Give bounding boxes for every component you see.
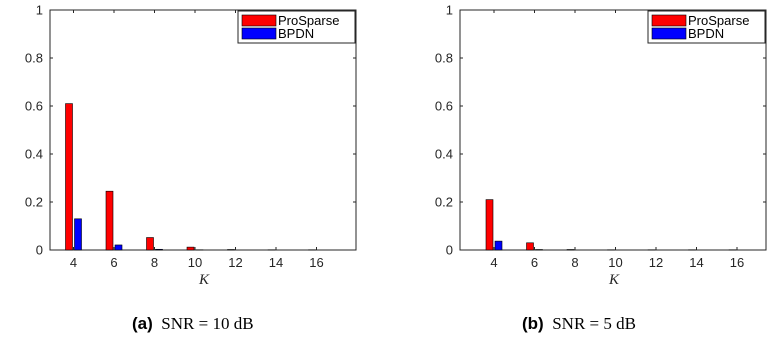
chart-a-xtick-label: 16 bbox=[309, 255, 323, 270]
chart-b-xtick-label: 8 bbox=[571, 255, 578, 270]
chart-a-ytick-label: 1 bbox=[36, 3, 43, 18]
chart-b-xtick-label: 16 bbox=[730, 255, 744, 270]
chart-b-legend-swatch-prosparse bbox=[651, 14, 687, 27]
chart-a-ytick-label: 0.2 bbox=[25, 195, 43, 210]
chart-a-xtick-label: 4 bbox=[70, 255, 77, 270]
chart-b-legend-label-prosparse: ProSparse bbox=[688, 13, 749, 28]
chart-b-ytick-label: 0 bbox=[446, 243, 453, 258]
chart-a-bar-bpdn-8 bbox=[155, 248, 163, 251]
chart-b-ytick-label: 1 bbox=[446, 3, 453, 18]
chart-a-legend-swatch-prosparse bbox=[241, 14, 277, 27]
chart-a-legend-label-bpdn: BPDN bbox=[278, 26, 314, 41]
chart-a-bar-bpdn-4 bbox=[74, 218, 82, 251]
chart-b-ytick-label: 0.4 bbox=[435, 147, 453, 162]
chart-b-bar-bpdn-4 bbox=[494, 240, 503, 251]
chart-b-legend-swatch-bpdn bbox=[651, 27, 687, 40]
chart-a-legend-label-prosparse: ProSparse bbox=[278, 13, 339, 28]
chart-a-bar-prosparse-4 bbox=[65, 103, 73, 251]
chart-a-bar-bpdn-6 bbox=[114, 244, 123, 251]
chart-a-ytick-label: 0.4 bbox=[25, 147, 43, 162]
chart-b-ytick-label: 0.8 bbox=[435, 51, 453, 66]
chart-a-xtick-label: 12 bbox=[228, 255, 242, 270]
chart-a-legend-swatch-bpdn bbox=[241, 27, 277, 40]
chart-a-xtick-label: 6 bbox=[110, 255, 117, 270]
chart-b-ytick-label: 0.2 bbox=[435, 195, 453, 210]
chart-b-bar-prosparse-4 bbox=[485, 199, 494, 251]
chart-b-xtick-label: 12 bbox=[649, 255, 663, 270]
chart-a-ytick-label: 0.8 bbox=[25, 51, 43, 66]
caption-b-text: SNR = 5 dB bbox=[552, 314, 636, 333]
chart-b-xaxis-label: K bbox=[608, 272, 620, 288]
chart-b-xtick-label: 10 bbox=[608, 255, 622, 270]
chart-b-plot-area bbox=[459, 9, 767, 251]
chart-b-legend-label-bpdn: BPDN bbox=[688, 26, 724, 41]
chart-a-xaxis-label: K bbox=[198, 272, 210, 288]
chart-a-bar-prosparse-10 bbox=[186, 246, 195, 251]
chart-b-ytick-label: 0.6 bbox=[435, 99, 453, 114]
caption-a: (a) SNR = 10 dB bbox=[132, 314, 254, 334]
caption-b: (b) SNR = 5 dB bbox=[522, 314, 636, 334]
chart-a-plot-area bbox=[49, 9, 357, 251]
chart-a-ytick-label: 0.6 bbox=[25, 99, 43, 114]
chart-b-xtick-label: 6 bbox=[531, 255, 538, 270]
caption-a-label: (a) bbox=[132, 314, 153, 333]
chart-a-xtick-label: 10 bbox=[188, 255, 202, 270]
chart-a-ytick-label: 0 bbox=[36, 243, 43, 258]
caption-a-text: SNR = 10 dB bbox=[161, 314, 254, 333]
chart-b-bar-prosparse-6 bbox=[526, 242, 534, 251]
chart-a-bar-prosparse-8 bbox=[146, 237, 154, 251]
caption-b-label: (b) bbox=[522, 314, 544, 333]
chart-a-xtick-label: 8 bbox=[151, 255, 158, 270]
chart-a-xtick-label: 14 bbox=[269, 255, 283, 270]
chart-b-xtick-label: 14 bbox=[689, 255, 703, 270]
chart-b-xtick-label: 4 bbox=[490, 255, 497, 270]
chart-a-bar-prosparse-6 bbox=[105, 190, 114, 251]
